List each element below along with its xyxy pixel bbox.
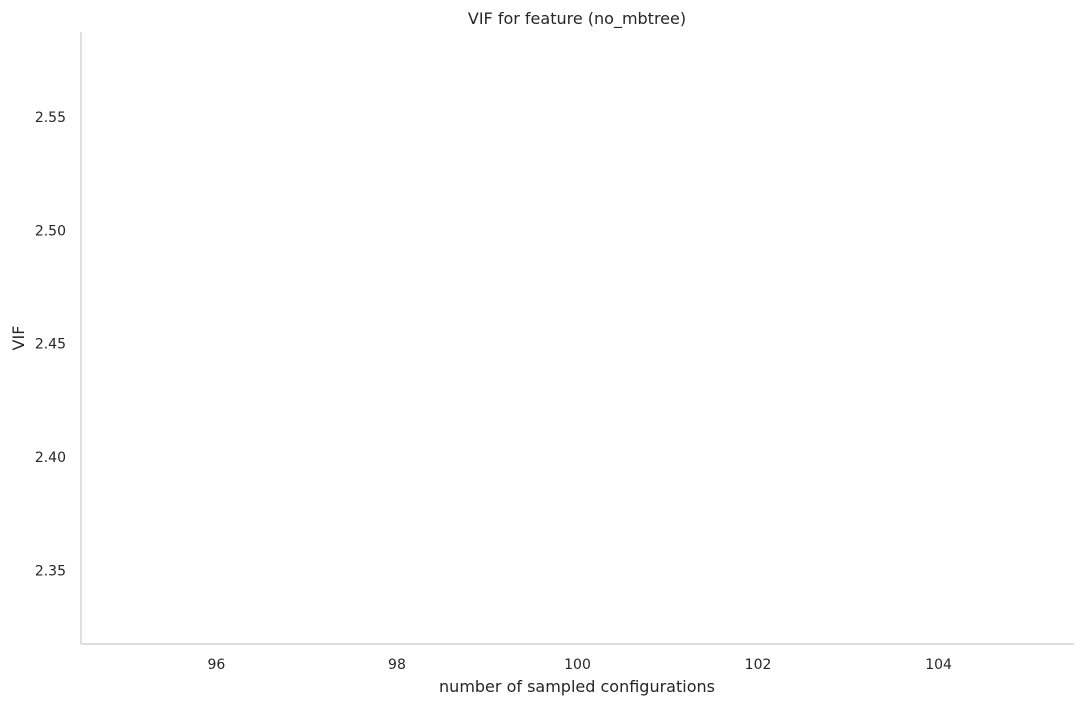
x-tick-label: 100 <box>564 657 591 673</box>
y-tick-label: 2.35 <box>35 563 66 579</box>
x-tick-label: 98 <box>388 657 406 673</box>
x-axis-label: number of sampled configurations <box>439 677 715 696</box>
y-tick-label: 2.55 <box>35 110 66 126</box>
x-tick-label: 102 <box>745 657 772 673</box>
x-tick-label: 104 <box>925 657 952 673</box>
x-tick-labels: 96 98 100 102 104 <box>207 657 952 673</box>
y-tick-label: 2.50 <box>35 223 66 239</box>
chart-title: VIF for feature (no_mbtree) <box>468 9 686 29</box>
y-tick-label: 2.40 <box>35 450 66 466</box>
y-tick-labels: 2.35 2.40 2.45 2.50 2.55 <box>35 110 66 579</box>
y-axis-label: VIF <box>9 326 28 351</box>
y-tick-label: 2.45 <box>35 337 66 353</box>
x-tick-label: 96 <box>207 657 225 673</box>
